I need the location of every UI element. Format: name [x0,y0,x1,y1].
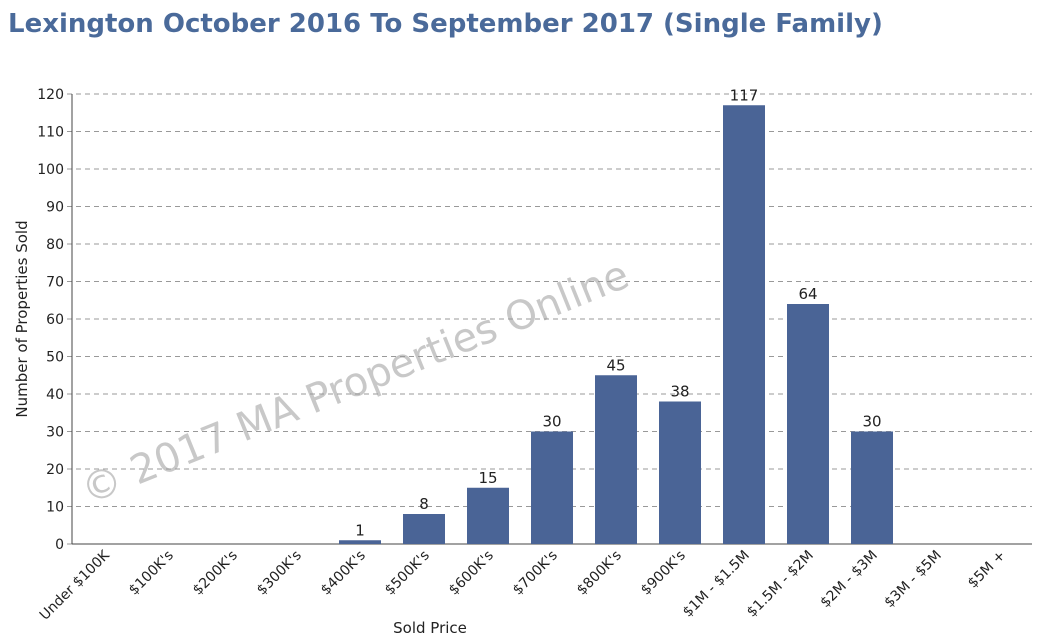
x-tick-label: $800K's [574,548,625,599]
x-tick-label: Under $100K [37,547,114,624]
y-tick-label: 70 [46,275,64,291]
y-tick-label: 110 [37,125,64,141]
data-label: 1 [355,521,365,539]
y-tick-label: 30 [46,425,64,441]
x-tick-label: $2M - $3M [817,548,880,611]
x-tick-label: $400K's [318,548,369,599]
y-tick-label: 60 [46,312,64,328]
bar [851,431,893,544]
x-tick-label: $500K's [382,548,433,599]
data-label: 30 [862,413,881,431]
data-label: 30 [542,413,561,431]
y-tick-label: 50 [46,350,64,366]
y-tick-label: 0 [55,537,64,553]
bar [339,540,381,544]
y-tick-label: 20 [46,462,64,478]
x-tick-label: $1.5M - $2M [744,548,817,621]
bar [467,487,509,544]
chart-title: Lexington October 2016 To September 2017… [8,9,883,39]
x-tick-label: $300K's [254,548,305,599]
x-axis-label: Sold Price [393,619,467,637]
bar [787,304,829,544]
x-tick-label: $600K's [446,548,497,599]
x-tick-label: $100K's [126,548,177,599]
bar [723,105,765,544]
data-label: 15 [478,469,497,487]
bar [403,514,445,544]
y-axis-label: Number of Properties Sold [13,220,31,417]
x-tick-label: $1M - $1.5M [680,548,753,621]
bar [531,431,573,544]
y-tick-label: 100 [37,162,64,178]
y-tick-label: 90 [46,200,64,216]
data-label: 45 [606,356,625,374]
x-tick-label: $900K's [638,548,689,599]
x-tick-label: $700K's [510,548,561,599]
y-tick-label: 10 [46,500,64,516]
y-tick-label: 120 [37,87,64,103]
data-label: 117 [730,86,759,104]
data-label: 64 [798,285,817,303]
y-tick-label: 80 [46,237,64,253]
x-tick-label: $5M + [965,548,1009,592]
y-tick-label: 40 [46,387,64,403]
bar [595,375,637,544]
data-label: 8 [419,495,429,513]
bar [659,401,701,544]
x-tick-label: $200K's [190,548,241,599]
data-label: 38 [670,383,689,401]
x-tick-label: $3M - $5M [881,548,944,611]
